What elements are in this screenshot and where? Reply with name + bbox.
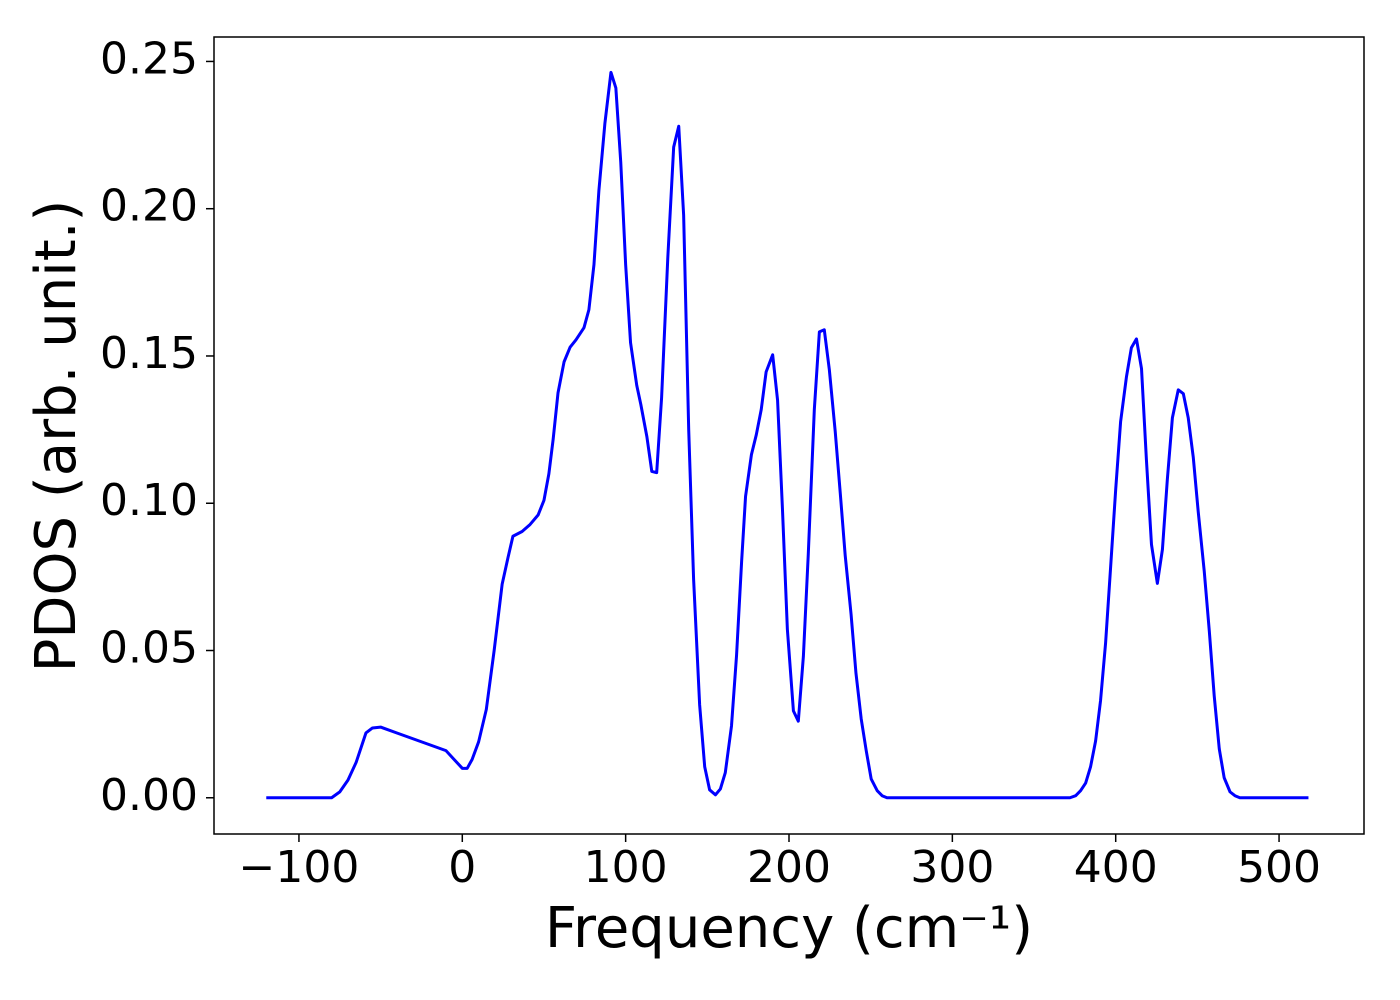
y-tick-label: 0.10 [100, 475, 198, 526]
plot-frame [213, 36, 1365, 835]
y-tick-label: 0.20 [100, 181, 198, 232]
x-tick-label: 300 [910, 842, 994, 893]
x-tick-label: 200 [747, 842, 831, 893]
y-tick-label: 0.15 [100, 328, 198, 379]
pdos-line [266, 70, 1309, 800]
y-tick-label: 0.25 [100, 33, 198, 84]
x-tick-label: −100 [239, 842, 360, 893]
x-tick-label: 400 [1074, 842, 1158, 893]
x-axis-label: Frequency (cm⁻¹) [545, 896, 1033, 961]
x-tick-label: 0 [448, 842, 476, 893]
x-tick-label: 100 [584, 842, 668, 893]
x-tick-label: 500 [1237, 842, 1321, 893]
y-axis-label: PDOS (arb. unit.) [24, 200, 89, 673]
y-tick-label: 0.00 [100, 770, 198, 821]
y-tick-label: 0.05 [100, 623, 198, 674]
